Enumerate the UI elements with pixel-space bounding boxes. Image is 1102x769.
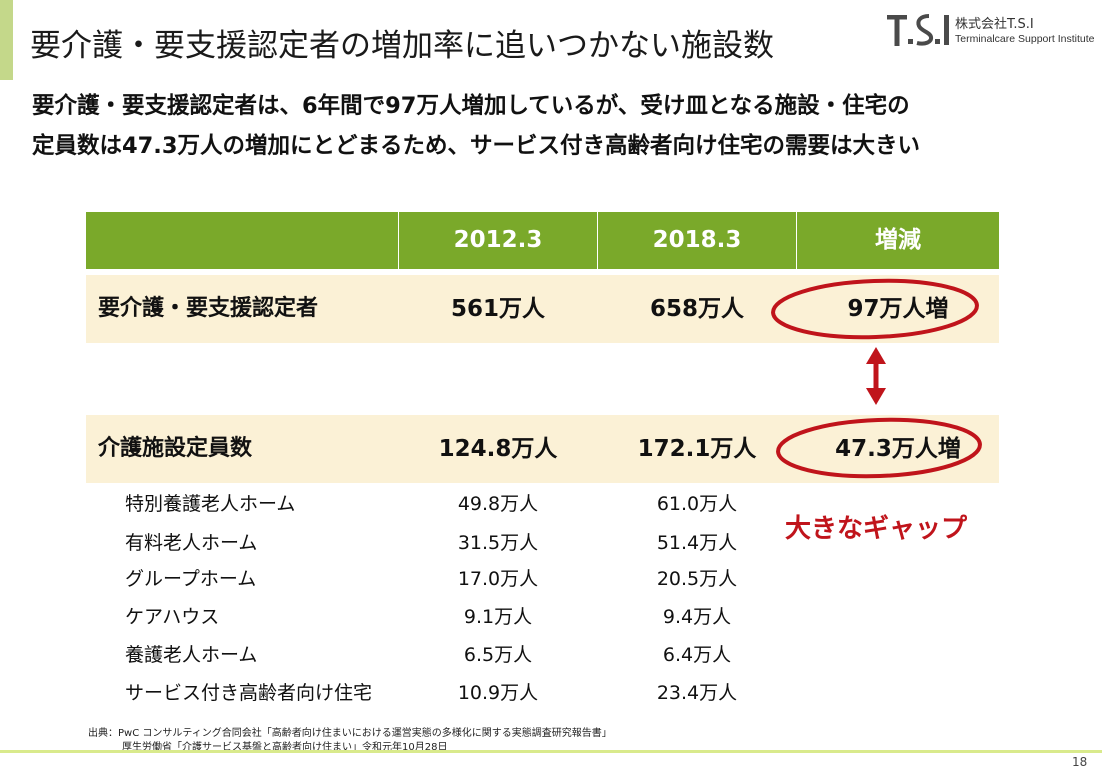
detail-row-value-2018: 61.0万人 <box>656 493 738 515</box>
detail-row-value-2012: 17.0万人 <box>457 568 539 590</box>
detail-row-value-2018: 9.4万人 <box>662 606 732 628</box>
header-cell-2012: 2012.3 <box>399 212 598 269</box>
table-row: ケアハウス 9.1万人 9.4万人 <box>86 599 999 636</box>
detail-row-value-2012: 6.5万人 <box>463 644 533 666</box>
band-row-value-2012: 561万人 <box>450 296 545 322</box>
double-arrow-icon <box>866 347 886 405</box>
detail-row-value-2018: 51.4万人 <box>656 532 738 554</box>
page-number: 18 <box>1072 755 1088 769</box>
band-row-value-2018: 658万人 <box>649 296 744 322</box>
detail-row-label: ケアハウス <box>125 606 220 628</box>
table-row: グループホーム 17.0万人 20.5万人 <box>86 561 999 598</box>
slide-title: 要介護・要支援認定者の増加率に追いつかない施設数 <box>30 28 774 64</box>
logo-english-name: Terminalcare Support Institute <box>955 33 1095 45</box>
detail-row-value-2018: 23.4万人 <box>656 682 738 704</box>
title-accent-bar <box>0 0 13 80</box>
table-row: サービス付き高齢者向け住宅 10.9万人 23.4万人 <box>86 675 999 712</box>
detail-row-label: 有料老人ホーム <box>125 532 258 554</box>
subtitle-line-1: 要介護・要支援認定者は、6年間で97万人増加しているが、受け皿となる施設・住宅の <box>32 93 910 119</box>
logo-company-name: 株式会社T.S.I <box>955 17 1034 32</box>
footer-divider <box>0 750 1102 753</box>
band-row-label: 要介護・要支援認定者 <box>98 296 319 321</box>
table-row: 有料老人ホーム 31.5万人 51.4万人 <box>86 525 999 562</box>
detail-row-value-2018: 20.5万人 <box>656 568 738 590</box>
source-citation-2: 厚生労働省「介護サービス基盤と高齢者向け住まい」令和元年10月28日 <box>122 742 448 753</box>
header-cell-change: 増減 <box>875 227 921 253</box>
tsi-logo-icon <box>887 14 949 46</box>
detail-row-value-2012: 9.1万人 <box>463 606 533 628</box>
detail-row-value-2012: 49.8万人 <box>457 493 539 515</box>
band-row-change: 47.3万人増 <box>835 436 961 462</box>
detail-row-value-2012: 10.9万人 <box>457 682 539 704</box>
gap-callout-text: 大きなギャップ <box>785 514 968 544</box>
detail-row-value-2012: 31.5万人 <box>457 532 539 554</box>
table-header-row: 2012.3 2018.3 増減 <box>86 212 999 269</box>
header-cell-blank <box>86 212 399 269</box>
detail-row-value-2018: 6.4万人 <box>662 644 732 666</box>
header-cell-2018: 2018.3 <box>598 212 797 269</box>
band-row-capacity: 介護施設定員数 124.8万人 172.1万人 47.3万人増 <box>86 415 999 483</box>
band-row-label: 介護施設定員数 <box>98 436 253 461</box>
table-row: 養護老人ホーム 6.5万人 6.4万人 <box>86 637 999 674</box>
band-row-value-2012: 124.8万人 <box>438 436 558 462</box>
detail-row-label: 特別養護老人ホーム <box>125 493 296 515</box>
company-logo: 株式会社T.S.I Terminalcare Support Institute <box>885 12 1100 52</box>
detail-row-label: 養護老人ホーム <box>125 644 258 666</box>
band-row-certified: 要介護・要支援認定者 561万人 658万人 97万人増 <box>86 275 999 343</box>
band-row-value-2018: 172.1万人 <box>637 436 757 462</box>
detail-row-label: グループホーム <box>125 568 257 590</box>
table-row: 特別養護老人ホーム 49.8万人 61.0万人 <box>86 486 999 523</box>
detail-row-label: サービス付き高齢者向け住宅 <box>125 682 373 704</box>
subtitle-line-2: 定員数は47.3万人の増加にとどまるため、サービス付き高齢者向け住宅の需要は大き… <box>32 133 921 159</box>
band-row-change: 97万人増 <box>847 296 949 322</box>
source-citation-1: 出典：PwC コンサルティング合同会社「高齢者向け住まいにおける運営実態の多様化… <box>88 728 612 739</box>
